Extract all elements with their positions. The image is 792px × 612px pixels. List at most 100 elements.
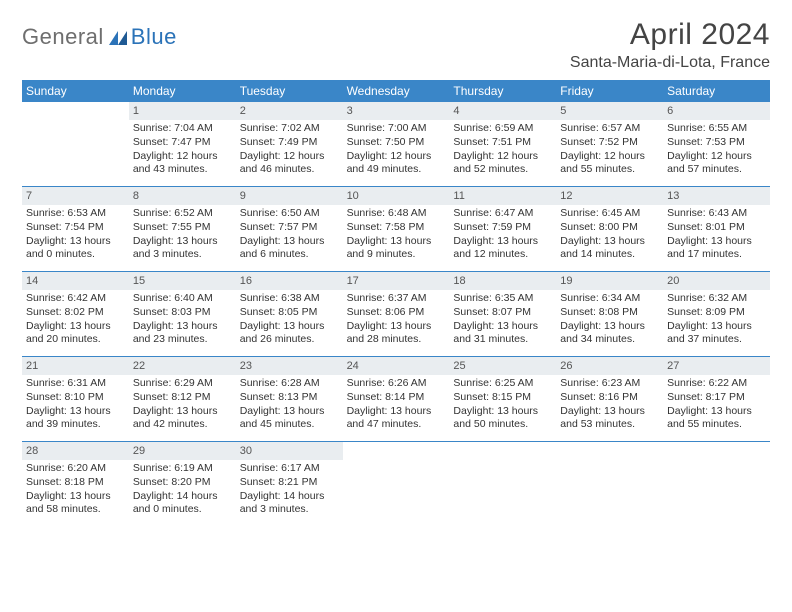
day-line-dl1: Daylight: 13 hours — [347, 320, 446, 334]
week-row: 1Sunrise: 7:04 AMSunset: 7:47 PMDaylight… — [22, 102, 770, 186]
day-body: Sunrise: 6:26 AMSunset: 8:14 PMDaylight:… — [343, 375, 450, 438]
day-line-dl2: and 0 minutes. — [26, 248, 125, 262]
day-line-dl2: and 39 minutes. — [26, 418, 125, 432]
day-line-sunset: Sunset: 8:21 PM — [240, 476, 339, 490]
day-line-dl1: Daylight: 13 hours — [453, 320, 552, 334]
day-of-week-cell: Thursday — [449, 80, 556, 102]
day-line-sunset: Sunset: 8:09 PM — [667, 306, 766, 320]
day-cell: 4Sunrise: 6:59 AMSunset: 7:51 PMDaylight… — [449, 102, 556, 186]
day-line-dl1: Daylight: 13 hours — [133, 320, 232, 334]
day-line-sunrise: Sunrise: 6:43 AM — [667, 207, 766, 221]
day-line-sunset: Sunset: 8:16 PM — [560, 391, 659, 405]
day-line-sunrise: Sunrise: 6:29 AM — [133, 377, 232, 391]
day-number: 29 — [129, 442, 236, 460]
day-line-sunrise: Sunrise: 7:02 AM — [240, 122, 339, 136]
day-line-dl2: and 26 minutes. — [240, 333, 339, 347]
day-line-sunset: Sunset: 8:03 PM — [133, 306, 232, 320]
day-line-dl2: and 23 minutes. — [133, 333, 232, 347]
day-of-week-cell: Friday — [556, 80, 663, 102]
day-body: Sunrise: 6:50 AMSunset: 7:57 PMDaylight:… — [236, 205, 343, 268]
day-line-dl1: Daylight: 13 hours — [26, 490, 125, 504]
day-cell: 14Sunrise: 6:42 AMSunset: 8:02 PMDayligh… — [22, 272, 129, 356]
week-row: 7Sunrise: 6:53 AMSunset: 7:54 PMDaylight… — [22, 186, 770, 271]
day-number — [343, 442, 450, 446]
day-line-dl2: and 0 minutes. — [133, 503, 232, 517]
day-line-sunrise: Sunrise: 6:25 AM — [453, 377, 552, 391]
day-body: Sunrise: 6:25 AMSunset: 8:15 PMDaylight:… — [449, 375, 556, 438]
day-line-sunset: Sunset: 8:06 PM — [347, 306, 446, 320]
day-line-dl1: Daylight: 12 hours — [347, 150, 446, 164]
day-body: Sunrise: 6:28 AMSunset: 8:13 PMDaylight:… — [236, 375, 343, 438]
day-line-sunrise: Sunrise: 6:23 AM — [560, 377, 659, 391]
day-number: 11 — [449, 187, 556, 205]
day-line-sunrise: Sunrise: 6:47 AM — [453, 207, 552, 221]
day-line-sunrise: Sunrise: 6:32 AM — [667, 292, 766, 306]
day-number: 15 — [129, 272, 236, 290]
day-number: 1 — [129, 102, 236, 120]
day-line-sunrise: Sunrise: 6:59 AM — [453, 122, 552, 136]
day-line-dl2: and 9 minutes. — [347, 248, 446, 262]
day-line-sunrise: Sunrise: 6:48 AM — [347, 207, 446, 221]
day-line-dl1: Daylight: 13 hours — [453, 405, 552, 419]
day-line-sunrise: Sunrise: 6:28 AM — [240, 377, 339, 391]
day-body: Sunrise: 6:34 AMSunset: 8:08 PMDaylight:… — [556, 290, 663, 353]
day-of-week-cell: Monday — [129, 80, 236, 102]
day-line-sunrise: Sunrise: 6:52 AM — [133, 207, 232, 221]
day-cell: 19Sunrise: 6:34 AMSunset: 8:08 PMDayligh… — [556, 272, 663, 356]
day-body: Sunrise: 6:47 AMSunset: 7:59 PMDaylight:… — [449, 205, 556, 268]
day-cell: 10Sunrise: 6:48 AMSunset: 7:58 PMDayligh… — [343, 187, 450, 271]
day-number: 13 — [663, 187, 770, 205]
day-line-sunset: Sunset: 7:57 PM — [240, 221, 339, 235]
day-body: Sunrise: 6:53 AMSunset: 7:54 PMDaylight:… — [22, 205, 129, 268]
day-line-dl2: and 12 minutes. — [453, 248, 552, 262]
day-of-week-cell: Wednesday — [343, 80, 450, 102]
day-cell: 28Sunrise: 6:20 AMSunset: 8:18 PMDayligh… — [22, 442, 129, 526]
day-line-sunset: Sunset: 7:58 PM — [347, 221, 446, 235]
day-number: 30 — [236, 442, 343, 460]
day-number: 12 — [556, 187, 663, 205]
day-body: Sunrise: 6:32 AMSunset: 8:09 PMDaylight:… — [663, 290, 770, 353]
day-line-sunset: Sunset: 7:59 PM — [453, 221, 552, 235]
day-line-dl1: Daylight: 13 hours — [26, 320, 125, 334]
day-of-week-header: SundayMondayTuesdayWednesdayThursdayFrid… — [22, 80, 770, 102]
day-line-dl1: Daylight: 13 hours — [560, 320, 659, 334]
day-line-sunset: Sunset: 7:47 PM — [133, 136, 232, 150]
day-line-dl2: and 53 minutes. — [560, 418, 659, 432]
day-line-dl2: and 37 minutes. — [667, 333, 766, 347]
day-cell — [22, 102, 129, 186]
day-number: 24 — [343, 357, 450, 375]
weeks-container: 1Sunrise: 7:04 AMSunset: 7:47 PMDaylight… — [22, 102, 770, 526]
calendar-page: General Blue April 2024 Santa-Maria-di-L… — [0, 0, 792, 544]
day-line-dl2: and 49 minutes. — [347, 163, 446, 177]
day-line-dl1: Daylight: 12 hours — [133, 150, 232, 164]
location-label: Santa-Maria-di-Lota, France — [570, 54, 770, 72]
day-body: Sunrise: 6:45 AMSunset: 8:00 PMDaylight:… — [556, 205, 663, 268]
day-line-sunrise: Sunrise: 6:22 AM — [667, 377, 766, 391]
day-cell: 24Sunrise: 6:26 AMSunset: 8:14 PMDayligh… — [343, 357, 450, 441]
day-number — [449, 442, 556, 446]
day-line-sunrise: Sunrise: 6:19 AM — [133, 462, 232, 476]
day-cell: 9Sunrise: 6:50 AMSunset: 7:57 PMDaylight… — [236, 187, 343, 271]
day-cell: 29Sunrise: 6:19 AMSunset: 8:20 PMDayligh… — [129, 442, 236, 526]
day-line-dl1: Daylight: 12 hours — [453, 150, 552, 164]
day-line-sunset: Sunset: 8:12 PM — [133, 391, 232, 405]
day-cell: 16Sunrise: 6:38 AMSunset: 8:05 PMDayligh… — [236, 272, 343, 356]
day-line-dl2: and 50 minutes. — [453, 418, 552, 432]
day-body: Sunrise: 6:20 AMSunset: 8:18 PMDaylight:… — [22, 460, 129, 523]
day-line-sunrise: Sunrise: 6:50 AM — [240, 207, 339, 221]
day-cell: 15Sunrise: 6:40 AMSunset: 8:03 PMDayligh… — [129, 272, 236, 356]
day-line-dl1: Daylight: 12 hours — [667, 150, 766, 164]
day-cell: 13Sunrise: 6:43 AMSunset: 8:01 PMDayligh… — [663, 187, 770, 271]
day-body: Sunrise: 6:55 AMSunset: 7:53 PMDaylight:… — [663, 120, 770, 183]
day-number: 9 — [236, 187, 343, 205]
day-line-sunrise: Sunrise: 6:34 AM — [560, 292, 659, 306]
day-body: Sunrise: 6:38 AMSunset: 8:05 PMDaylight:… — [236, 290, 343, 353]
day-line-sunrise: Sunrise: 6:35 AM — [453, 292, 552, 306]
day-line-dl2: and 52 minutes. — [453, 163, 552, 177]
day-cell: 26Sunrise: 6:23 AMSunset: 8:16 PMDayligh… — [556, 357, 663, 441]
day-line-dl2: and 20 minutes. — [26, 333, 125, 347]
day-body: Sunrise: 7:02 AMSunset: 7:49 PMDaylight:… — [236, 120, 343, 183]
day-line-sunset: Sunset: 8:02 PM — [26, 306, 125, 320]
day-line-dl2: and 42 minutes. — [133, 418, 232, 432]
day-line-dl1: Daylight: 14 hours — [133, 490, 232, 504]
